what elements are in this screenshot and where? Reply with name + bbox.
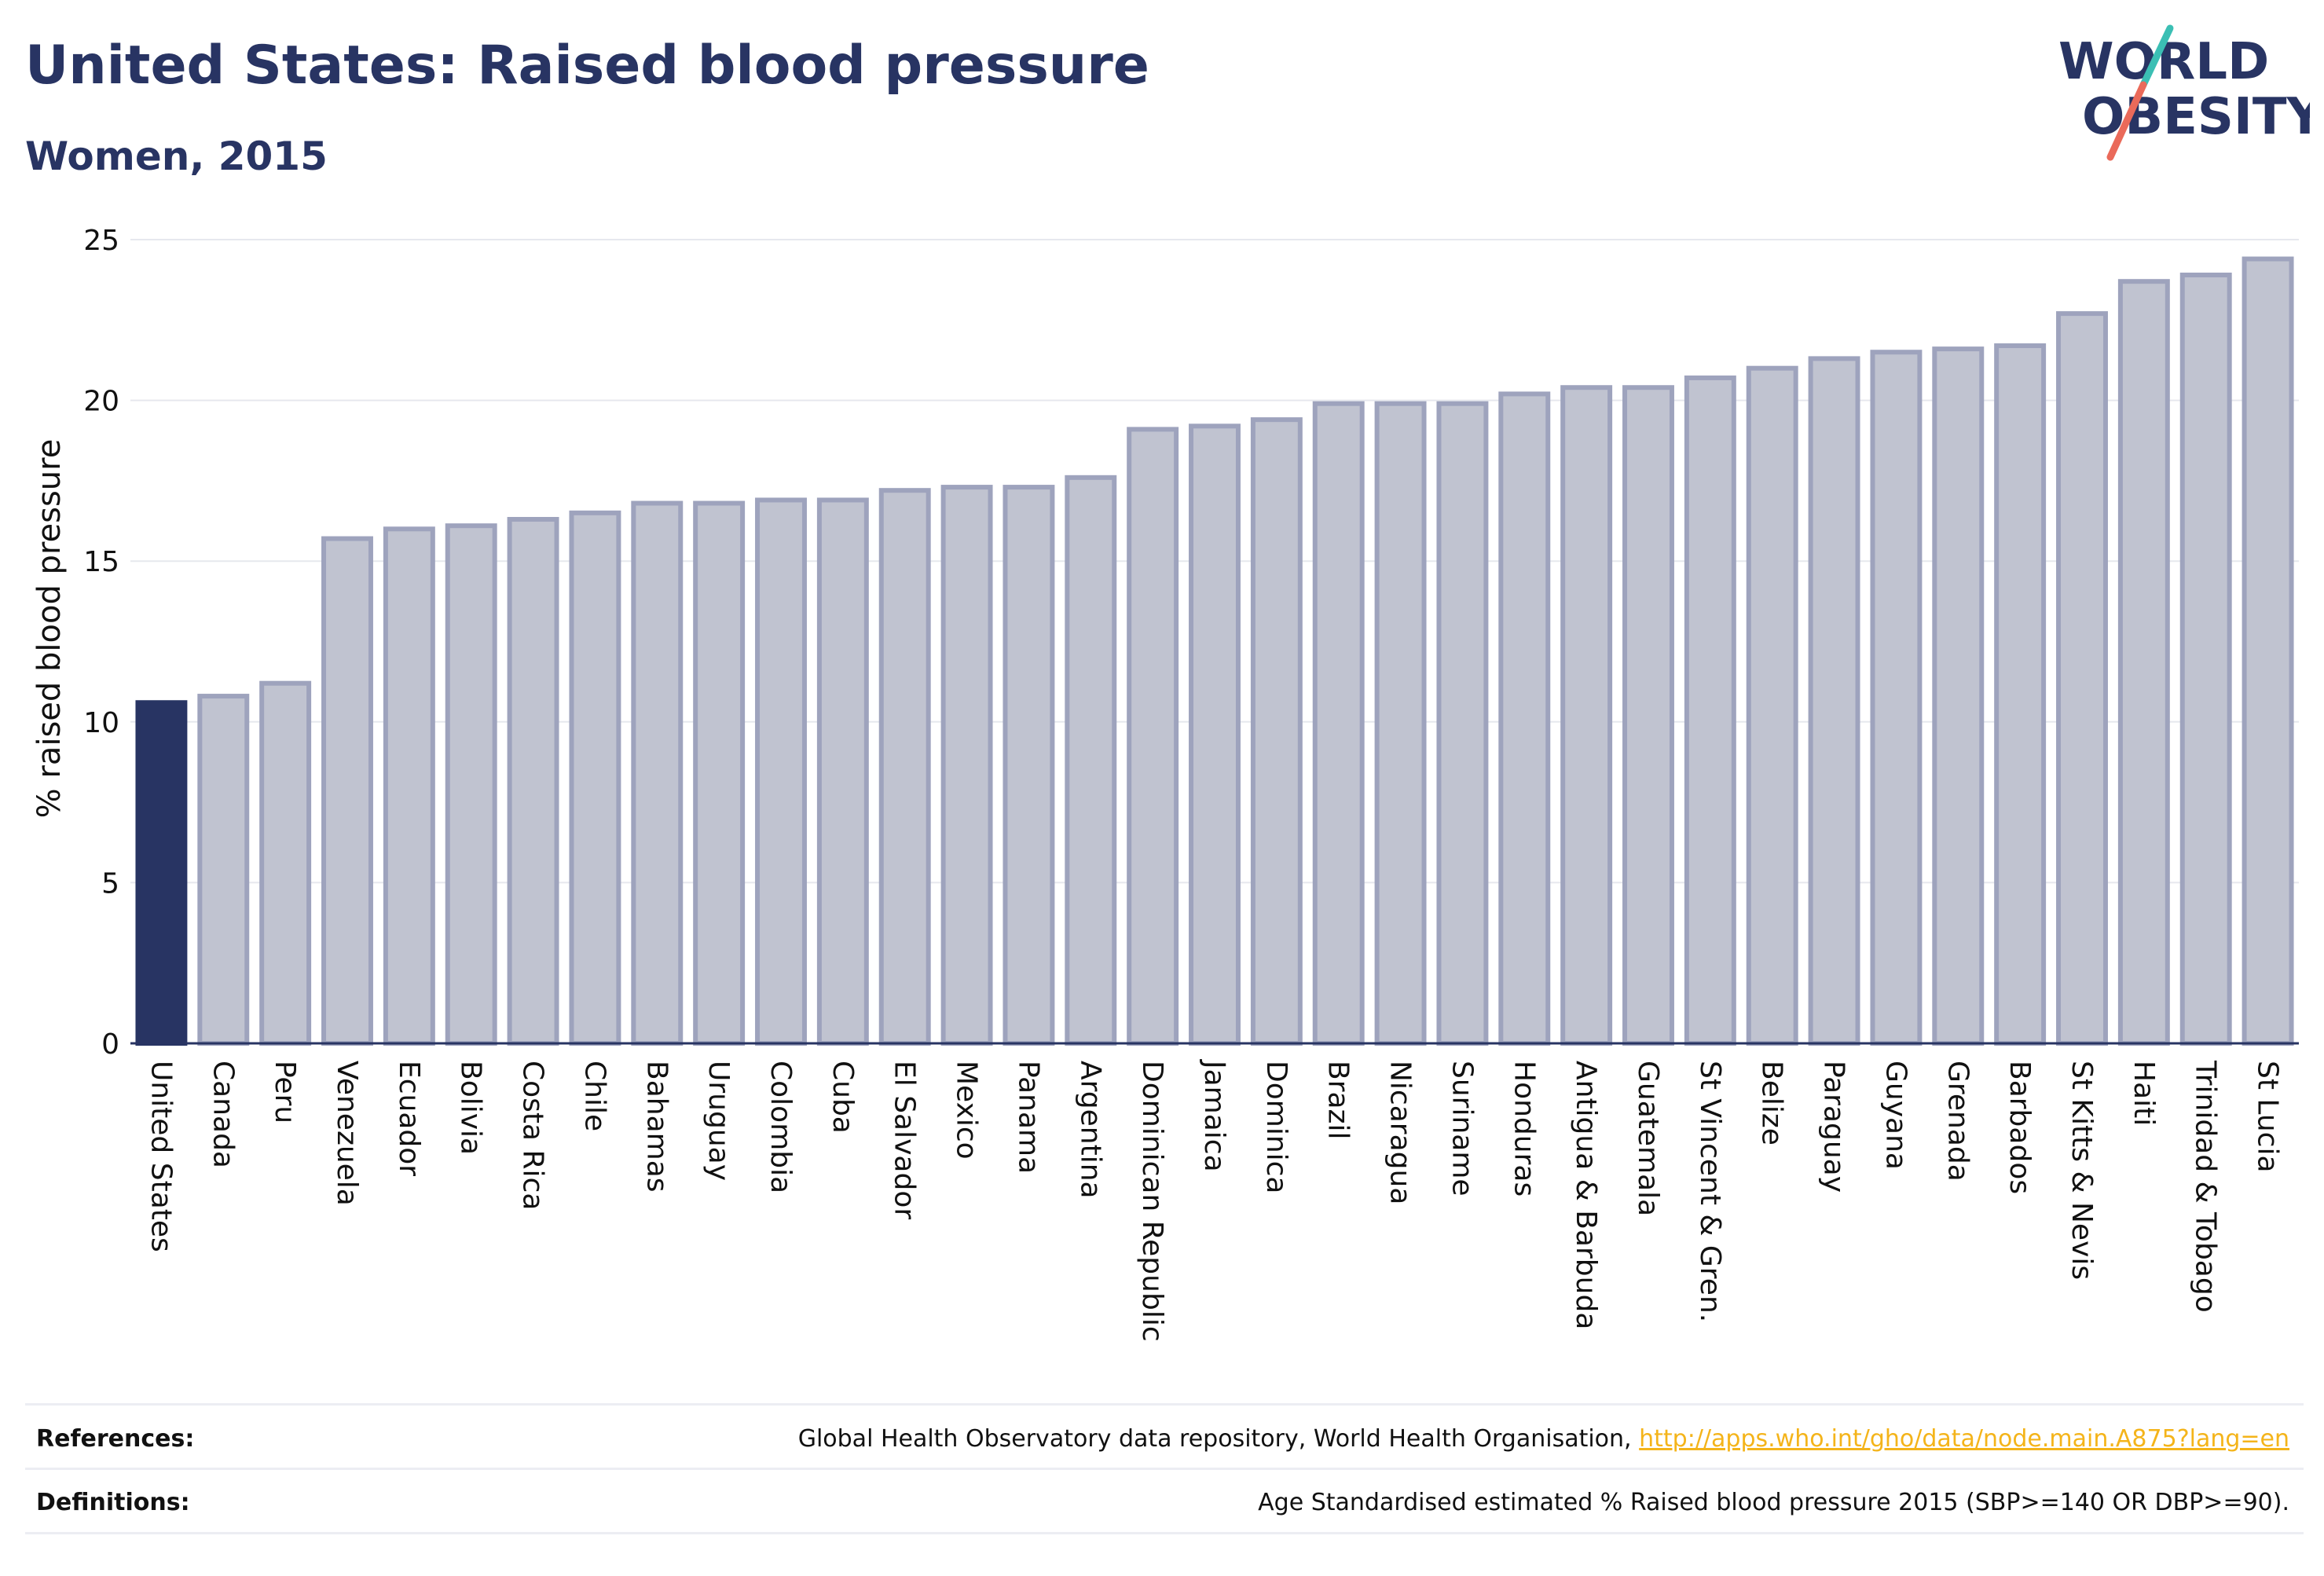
x-tick-label: Jamaica [1198,1059,1230,1172]
axes: 0 5 10 15 20 25 United States Canada Peru Venezue… [83,225,2299,1342]
bar-dominica[interactable] [1250,417,1303,1046]
bar-st-lucia[interactable] [2242,256,2294,1046]
x-tick-label: Haiti [2128,1061,2160,1126]
y-axis-label: % raised blood pressure [31,439,68,819]
bar-canada[interactable] [197,694,250,1046]
x-tick-label: St Vincent & Gren. [1694,1061,1726,1322]
x-tick-label: Antigua & Barbuda [1570,1061,1602,1329]
bar-nicaragua[interactable] [1374,401,1427,1046]
bar-antigua-barbuda[interactable] [1560,385,1613,1046]
bar-costa-rica[interactable] [507,517,559,1046]
x-tick-label: Venezuela [331,1061,363,1206]
x-tick-label: Belize [1756,1061,1788,1145]
x-tick-label: St Lucia [2252,1061,2284,1173]
bar-st-vincent-gren-[interactable] [1684,375,1736,1046]
x-tick-label: Cuba [827,1061,859,1134]
bar-trinidad-tobago[interactable] [2179,273,2232,1046]
bar-peru[interactable] [259,680,312,1046]
bar-brazil[interactable] [1312,401,1365,1046]
bar-uruguay[interactable] [693,500,746,1046]
x-tick-label: St Kitts & Nevis [2066,1061,2098,1280]
x-tick-label: Bolivia [455,1061,487,1155]
references-text-row: Global Health Observatory data repositor… [798,1425,2289,1453]
y-tick-label: 10 [83,707,119,739]
chart-subtitle: Women, 2015 [25,134,328,179]
definitions-label: Definitions: [36,1489,190,1516]
x-tick-label: Costa Rica [517,1061,549,1210]
bar-paraguay[interactable] [1808,356,1860,1046]
y-tick-label: 20 [83,386,119,418]
x-tick-label: Mexico [951,1061,983,1160]
bar-ecuador[interactable] [383,526,435,1046]
x-tick-label: Dominica [1260,1061,1292,1194]
x-tick-label: Honduras [1508,1061,1540,1197]
bar-bahamas[interactable] [631,500,684,1046]
references-text: Global Health Observatory data repositor… [797,1425,1632,1453]
bar-grenada[interactable] [1932,346,1985,1046]
definitions-text: Age Standardised estimated % Raised bloo… [1258,1489,2289,1516]
bar-chart: 0 5 10 15 20 25 United States Canada Peru Venezue… [31,225,2299,1342]
y-tick-label: 25 [83,225,119,257]
bar-guatemala[interactable] [1622,385,1674,1046]
x-tick-label: Panama [1012,1061,1044,1174]
footer-divider-bottom [25,1532,2304,1534]
bar-belize[interactable] [1746,365,1798,1046]
x-tick-label: El Salvador [889,1061,921,1219]
bar-guyana[interactable] [1870,350,1923,1046]
bars [135,256,2294,1046]
x-tick-label: Guatemala [1632,1061,1664,1216]
x-tick-label: Paraguay [1818,1061,1850,1193]
bar-dominican-republic[interactable] [1127,427,1179,1046]
references-link[interactable]: http://apps.who.int/gho/data/node.main.A… [1639,1425,2289,1453]
chart-title: United States: Raised blood pressure [25,35,1149,97]
bar-united-states[interactable] [135,700,188,1046]
bar-venezuela[interactable] [321,536,373,1046]
bar-cuba[interactable] [816,497,869,1046]
x-tick-label: Peru [269,1061,301,1123]
bar-chile[interactable] [569,510,621,1046]
x-tick-label: Dominican Republic [1136,1061,1168,1342]
x-tick-label: Uruguay [702,1061,735,1181]
footer-divider-top [25,1403,2304,1406]
references-label: References: [36,1425,195,1453]
y-tick-label: 15 [83,546,119,578]
x-tick-label: Chile [578,1061,610,1131]
x-tick-label: Barbados [2003,1061,2036,1194]
footer-divider-middle [25,1468,2304,1470]
y-tick-label: 5 [101,867,119,900]
x-tick-label: Suriname [1446,1061,1478,1197]
bar-barbados[interactable] [1994,343,2047,1046]
bar-st-kitts-nevis[interactable] [2056,311,2108,1046]
bar-haiti[interactable] [2117,279,2170,1046]
logo-slash-top [2139,24,2174,89]
x-tick-label: Nicaragua [1384,1061,1417,1204]
x-tick-label: Brazil [1322,1061,1354,1139]
world-obesity-logo: WORLD OBESITY [2058,24,2310,161]
x-tick-label: Guyana [1879,1061,1912,1170]
x-tick-label: Colombia [764,1061,797,1193]
bar-el-salvador[interactable] [878,488,931,1046]
x-tick-label: Grenada [1941,1061,1974,1182]
x-tick-label: Canada [207,1061,239,1168]
bar-jamaica[interactable] [1189,423,1241,1046]
x-tick-label: Bahamas [640,1061,673,1193]
bar-panama[interactable] [1003,485,1055,1046]
logo-slash-bottom [2106,81,2147,161]
bar-argentina[interactable] [1065,475,1117,1046]
bar-colombia[interactable] [755,497,807,1046]
x-tick-label: Argentina [1074,1061,1106,1199]
bar-honduras[interactable] [1498,391,1551,1046]
bar-mexico[interactable] [940,485,993,1046]
x-tick-label: United States [145,1061,177,1252]
bar-bolivia[interactable] [445,523,497,1046]
x-tick-label: Ecuador [393,1061,425,1176]
y-tick-label: 0 [101,1028,119,1061]
bar-suriname[interactable] [1436,401,1489,1046]
x-tick-label: Trinidad & Tobago [2190,1060,2222,1313]
